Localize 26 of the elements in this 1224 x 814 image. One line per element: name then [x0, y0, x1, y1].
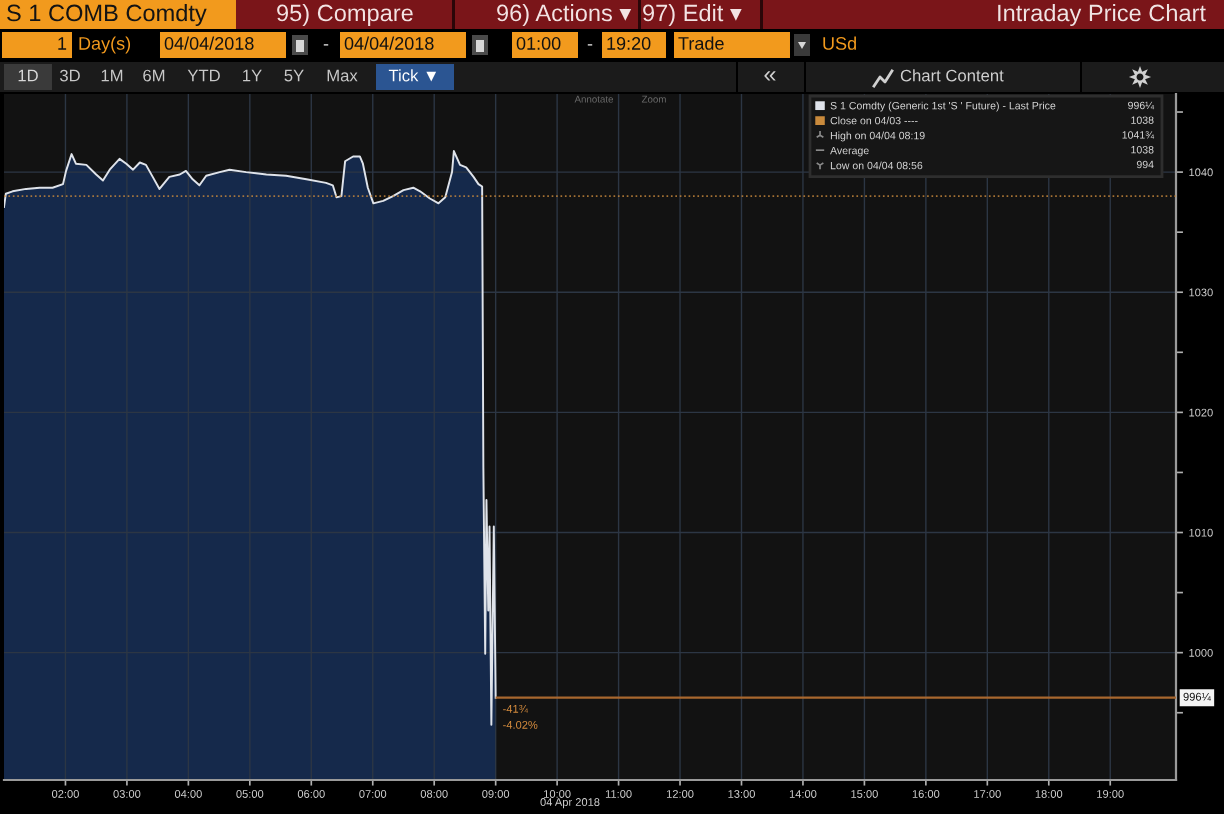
text: Tick ▼	[388, 69, 437, 82]
text: Chart Content	[900, 69, 1004, 82]
text: 1D	[18, 69, 38, 82]
text: YTD	[187, 69, 220, 82]
text: 3D	[59, 69, 80, 82]
text: USd	[823, 36, 856, 50]
text: 97) Edit ▾	[643, 4, 742, 26]
text: 1Y	[243, 69, 262, 82]
text: 5Y	[284, 69, 304, 82]
text: Max	[327, 69, 358, 82]
text: 01:00	[516, 37, 561, 50]
text: 1	[58, 37, 67, 50]
text: 04/04/2018	[344, 36, 434, 50]
chart-subtitle: Intraday Price Chart	[998, 4, 1206, 26]
text: 95) Compare	[277, 4, 413, 26]
text: 19:20	[607, 37, 651, 50]
text: -	[323, 44, 329, 46]
text: Trade	[678, 36, 724, 50]
text: 96) Actions ▾	[497, 4, 632, 26]
text: 6M	[143, 69, 165, 82]
text: Day(s)	[79, 36, 131, 54]
text: 04/04/2018	[164, 36, 254, 50]
text: -	[587, 44, 593, 46]
text: «	[764, 71, 776, 81]
chart-title: S 1 COMB Comdty	[7, 4, 207, 26]
text: 1M	[101, 69, 123, 82]
